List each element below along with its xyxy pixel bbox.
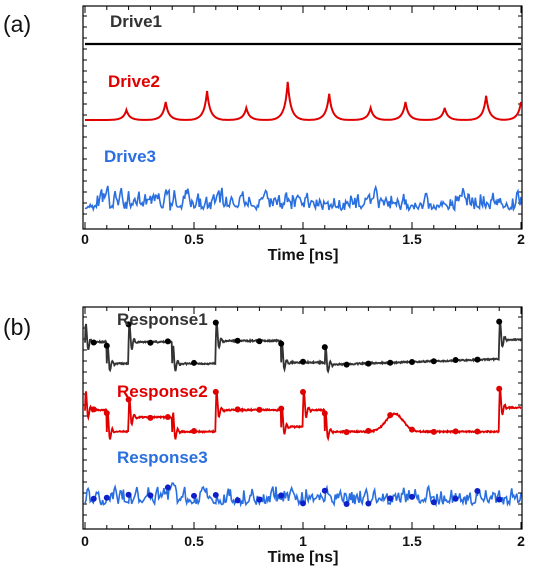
marker-response2 [278, 405, 285, 412]
marker-response2 [90, 406, 97, 413]
series-label-drive2: Drive2 [108, 72, 160, 91]
panel-a: (a) 0 0.5 1 1.5 2 Time [ns] Drive1 Drive… [3, 5, 525, 264]
panel-a-xtick-0: 0 [81, 231, 89, 247]
marker-response1 [300, 358, 306, 365]
series-drive2-line [85, 81, 522, 121]
panel-a-xtick-1: 1 [299, 231, 307, 247]
marker-response2 [164, 414, 171, 421]
marker-response3 [191, 492, 197, 499]
marker-response2 [256, 406, 263, 413]
panel-b-xtick-0.5: 0.5 [184, 533, 204, 549]
marker-response2 [234, 406, 241, 413]
marker-response3 [103, 494, 110, 501]
marker-response3 [278, 492, 285, 499]
marker-response3 [147, 492, 154, 499]
panel-b-ticks [83, 307, 522, 529]
series-label-drive1: Drive1 [110, 12, 162, 31]
marker-response1 [365, 360, 372, 367]
panel-b-label: (b) [3, 314, 31, 340]
marker-response3 [321, 487, 328, 494]
panel-b-xtick-2: 2 [517, 533, 525, 549]
marker-response1 [278, 340, 285, 347]
marker-response1 [474, 356, 481, 363]
marker-response1 [234, 337, 241, 344]
marker-response3 [256, 496, 263, 503]
marker-response2 [496, 385, 503, 392]
series-response2-line [84, 388, 522, 442]
marker-response1 [147, 339, 154, 346]
marker-response3 [300, 500, 306, 507]
series-response3-line [84, 482, 522, 508]
panel-b-xlabel: Time [ns] [268, 549, 339, 566]
panel-b-xtick-0: 0 [81, 533, 89, 549]
series-drive3-line [84, 184, 522, 213]
marker-response1 [452, 357, 459, 364]
marker-response2 [343, 429, 350, 436]
marker-response1 [191, 359, 197, 366]
panel-b-traces [84, 321, 522, 508]
panel-a-frame [82, 5, 523, 230]
marker-response2 [365, 427, 372, 434]
marker-response1 [321, 344, 328, 351]
marker-response1 [103, 342, 110, 349]
marker-response1 [343, 361, 350, 368]
panel-b-xtick-1: 1 [299, 533, 307, 549]
marker-response3 [452, 495, 459, 502]
marker-response2 [103, 410, 110, 417]
marker-response2 [147, 414, 154, 421]
marker-response2 [409, 426, 415, 433]
panel-b-xtick-1.5: 1.5 [402, 533, 422, 549]
marker-response2 [474, 428, 481, 435]
panel-a-traces [84, 42, 522, 213]
marker-response2 [191, 427, 197, 434]
marker-response1 [256, 338, 263, 345]
marker-response2 [212, 388, 219, 395]
marker-response2 [300, 388, 306, 395]
marker-response3 [387, 495, 394, 502]
panel-a-xtick-0.5: 0.5 [184, 231, 204, 247]
marker-response3 [409, 493, 415, 500]
marker-response3 [365, 500, 372, 507]
marker-response3 [125, 491, 132, 498]
marker-response3 [474, 488, 481, 495]
marker-response1 [430, 358, 437, 365]
marker-response3 [164, 484, 171, 491]
panel-a-xlabel: Time [ns] [268, 247, 339, 264]
marker-response1 [496, 318, 503, 325]
marker-response2 [321, 410, 328, 417]
panel-a-label: (a) [3, 11, 31, 37]
panel-b: (b) 0 0.5 1 1.5 2 Time [ns] Response1 Re… [3, 306, 525, 566]
marker-response3 [234, 497, 241, 504]
marker-response2 [452, 428, 459, 435]
series-label-response2: Response2 [117, 382, 208, 401]
panel-a-xtick-1.5: 1.5 [402, 231, 422, 247]
marker-response1 [387, 359, 394, 366]
marker-response1 [125, 321, 132, 328]
marker-response3 [496, 496, 503, 503]
marker-response1 [90, 339, 97, 346]
marker-response3 [430, 499, 437, 506]
marker-response3 [212, 491, 219, 498]
marker-response1 [409, 358, 415, 365]
panel-b-markers [90, 318, 503, 507]
series-label-response3: Response3 [117, 448, 208, 467]
series-label-response1: Response1 [117, 310, 208, 329]
series-label-drive3: Drive3 [104, 147, 156, 166]
panel-a-xtick-2: 2 [517, 231, 525, 247]
marker-response3 [90, 495, 97, 502]
panel-a-ticks [83, 6, 522, 229]
marker-response2 [125, 396, 132, 403]
marker-response3 [343, 500, 350, 507]
marker-response1 [212, 319, 219, 326]
marker-response2 [430, 428, 437, 435]
marker-response2 [387, 412, 394, 419]
marker-response1 [164, 338, 171, 345]
